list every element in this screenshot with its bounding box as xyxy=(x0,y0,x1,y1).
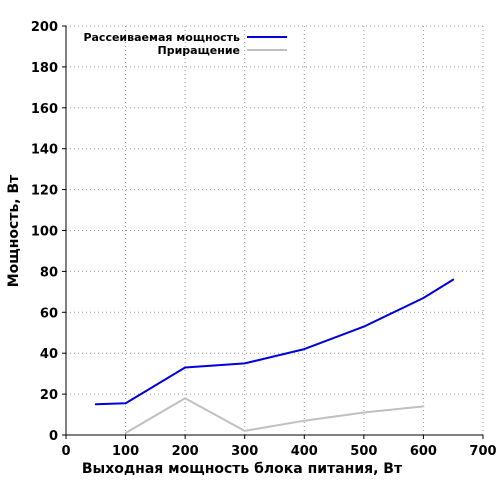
y-tick-label: 160 xyxy=(31,102,58,117)
x-tick-label: 200 xyxy=(172,444,199,459)
y-tick-label: 180 xyxy=(31,61,58,76)
y-tick-label: 200 xyxy=(31,20,58,35)
y-tick-label: 40 xyxy=(40,347,58,362)
legend-label-2: Приращение xyxy=(158,44,240,57)
y-tick-label: 140 xyxy=(31,143,58,158)
x-tick-label: 600 xyxy=(410,444,437,459)
axes xyxy=(62,25,484,439)
x-tick-label: 0 xyxy=(61,444,70,459)
y-tick-label: 80 xyxy=(40,265,58,280)
y-tick-label: 120 xyxy=(31,184,58,199)
x-tick-label: 400 xyxy=(291,444,318,459)
tick-labels: 0 100 200 300 400 500 600 700 0 20 40 60 80 100 120 140… xyxy=(31,20,497,459)
y-tick-label: 20 xyxy=(40,388,58,403)
series-line-1 xyxy=(94,278,455,406)
x-tick-label: 300 xyxy=(231,444,258,459)
x-tick-label: 100 xyxy=(112,444,139,459)
series-line-2 xyxy=(124,397,425,434)
x-tick-label: 700 xyxy=(469,444,496,459)
y-axis-label: Мощность, Вт xyxy=(6,174,22,287)
y-tick-label: 60 xyxy=(40,306,58,321)
y-tick-label: 100 xyxy=(31,225,58,240)
x-axis-label: Выходная мощность блока питания, Вт xyxy=(82,461,403,477)
legend-label-1: Рассеиваемая мощность xyxy=(83,31,240,44)
x-tick-label: 500 xyxy=(350,444,377,459)
y-tick-label: 0 xyxy=(49,429,58,444)
grid xyxy=(66,25,484,435)
series-group xyxy=(94,278,455,434)
